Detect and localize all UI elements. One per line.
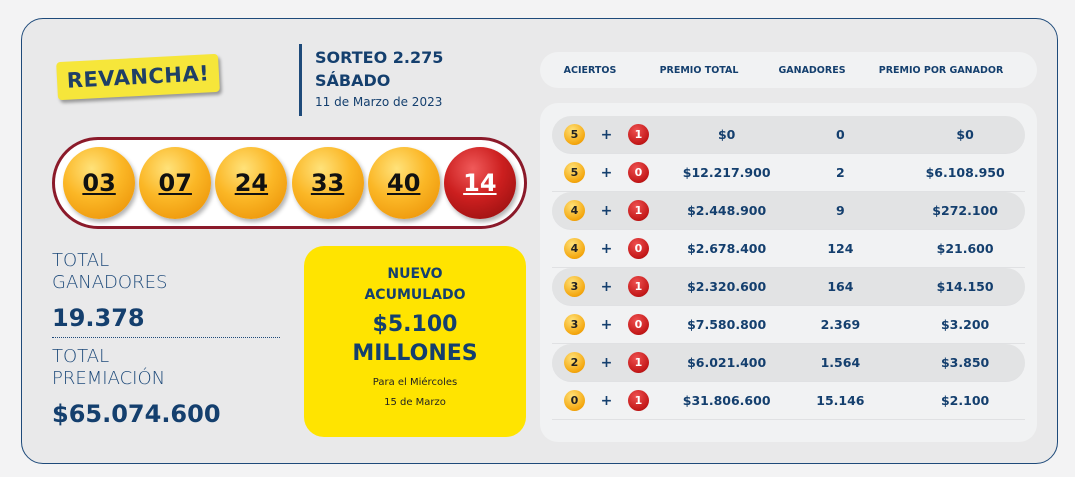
total-prize-cell: $7.580.800 — [687, 317, 767, 332]
table-row: 4 +0 $2.678.400 124 $21.600 — [552, 230, 1025, 268]
table-row: 3 +1 $2.320.600 164 $14.150 — [552, 268, 1025, 306]
draw-title: SORTEO 2.275 — [315, 48, 444, 67]
total-prize-cell: $2.320.600 — [687, 279, 767, 294]
plus-sign: + — [600, 202, 613, 219]
number-ball: 40 — [367, 147, 440, 219]
total-prize-cell: $2.448.900 — [687, 203, 767, 218]
header-ganadores: GANADORES — [778, 64, 846, 76]
jackpot-line1: NUEVO — [387, 266, 443, 282]
hits-ball: 3 — [564, 276, 585, 297]
extra-ball: 1 — [628, 200, 649, 221]
hits-cell: 2 +1 — [552, 352, 678, 373]
per-winner-cell: $6.108.950 — [925, 165, 1005, 180]
winning-numbers: 03 07 24 33 40 14 — [52, 137, 527, 229]
table-row: 5 +1 $0 0 $0 — [552, 116, 1025, 154]
extra-ball: 0 — [628, 314, 649, 335]
draw-info: SORTEO 2.275 SÁBADO — [315, 46, 443, 92]
hits-ball: 5 — [564, 124, 585, 145]
extra-ball: 1 — [628, 276, 649, 297]
total-prize-cell: $0 — [717, 127, 736, 142]
plus-sign: + — [600, 240, 613, 257]
table-row: 4 +1 $2.448.900 9 $272.100 — [552, 192, 1025, 230]
number-ball: 14 — [443, 147, 516, 219]
jackpot-box: NUEVO ACUMULADO $5.100 MILLONES Para el … — [304, 246, 526, 437]
header-aciertos: ACIERTOS — [563, 64, 617, 76]
header-premio-por-ganador: PREMIO POR GANADOR — [878, 64, 1004, 76]
hits-ball: 3 — [564, 314, 585, 335]
winners-cell: 0 — [836, 127, 845, 142]
hits-ball: 0 — [564, 390, 585, 411]
per-winner-cell: $272.100 — [932, 203, 998, 218]
per-winner-cell: $14.150 — [936, 279, 994, 294]
winners-cell: 1.564 — [820, 355, 861, 370]
winners-cell: 2.369 — [820, 317, 861, 332]
draw-date: 11 de Marzo de 2023 — [315, 95, 443, 109]
number-ball: 07 — [139, 147, 212, 219]
hits-cell: 5 +0 — [552, 162, 678, 183]
hits-cell: 0 +1 — [552, 390, 678, 411]
per-winner-cell: $21.600 — [936, 241, 994, 256]
total-prize-value: $65.074.600 — [52, 400, 221, 428]
plus-sign: + — [600, 278, 613, 295]
hits-ball: 5 — [564, 162, 585, 183]
header-premio-total: PREMIO TOTAL — [659, 64, 739, 76]
hits-ball: 4 — [564, 200, 585, 221]
extra-ball: 0 — [628, 162, 649, 183]
extra-ball: 1 — [628, 352, 649, 373]
table-row: 5 +0 $12.217.900 2 $6.108.950 — [552, 154, 1025, 192]
table-row: 2 +1 $6.021.400 1.564 $3.850 — [552, 344, 1025, 382]
jackpot-unit: MILLONES — [352, 341, 478, 366]
jackpot-amount: $5.100 — [372, 312, 458, 337]
per-winner-cell: $3.200 — [940, 317, 990, 332]
hits-cell: 3 +1 — [552, 276, 678, 297]
extra-ball: 1 — [628, 390, 649, 411]
extra-ball: 1 — [628, 124, 649, 145]
winners-cell: 2 — [836, 165, 845, 180]
draw-day: SÁBADO — [315, 71, 391, 90]
next-draw-date: 15 de Marzo — [384, 397, 446, 408]
prize-table: 5 +1 $0 0 $0 5 +0 $12.217.900 2 $6.108.950 4 +1 $2.4… — [540, 103, 1037, 442]
number-ball: 03 — [63, 147, 136, 219]
total-winners-value: 19.378 — [52, 304, 145, 332]
number-ball: 24 — [215, 147, 288, 219]
plus-sign: + — [600, 316, 613, 333]
total-winners-label: TOTAL GANADORES — [52, 250, 168, 293]
total-prize-cell: $2.678.400 — [687, 241, 767, 256]
hits-ball: 2 — [564, 352, 585, 373]
jackpot-line2: ACUMULADO — [364, 287, 466, 303]
winners-cell: 164 — [827, 279, 854, 294]
per-winner-cell: $2.100 — [940, 393, 990, 408]
winners-cell: 9 — [836, 203, 845, 218]
plus-sign: + — [600, 126, 613, 143]
plus-sign: + — [600, 392, 613, 409]
hits-cell: 4 +1 — [552, 200, 678, 221]
plus-sign: + — [600, 354, 613, 371]
per-winner-cell: $0 — [956, 127, 974, 142]
hits-ball: 4 — [564, 238, 585, 259]
total-prize-cell: $12.217.900 — [682, 165, 771, 180]
plus-sign: + — [600, 164, 613, 181]
table-header: ACIERTOS PREMIO TOTAL GANADORES PREMIO P… — [540, 52, 1037, 88]
extra-ball: 0 — [628, 238, 649, 259]
per-winner-cell: $3.850 — [940, 355, 990, 370]
divider — [299, 44, 302, 116]
separator — [52, 337, 280, 338]
hits-cell: 4 +0 — [552, 238, 678, 259]
hits-cell: 3 +0 — [552, 314, 678, 335]
table-row: 0 +1 $31.806.600 15.146 $2.100 — [552, 382, 1025, 420]
next-draw-day: Para el Miércoles — [372, 377, 458, 388]
total-prize-cell: $31.806.600 — [682, 393, 771, 408]
total-prize-cell: $6.021.400 — [687, 355, 767, 370]
winners-cell: 124 — [827, 241, 854, 256]
number-ball: 33 — [291, 147, 364, 219]
total-prize-label: TOTAL PREMIACIÓN — [52, 346, 166, 389]
hits-cell: 5 +1 — [552, 124, 678, 145]
table-row: 3 +0 $7.580.800 2.369 $3.200 — [552, 306, 1025, 344]
winners-cell: 15.146 — [816, 393, 865, 408]
